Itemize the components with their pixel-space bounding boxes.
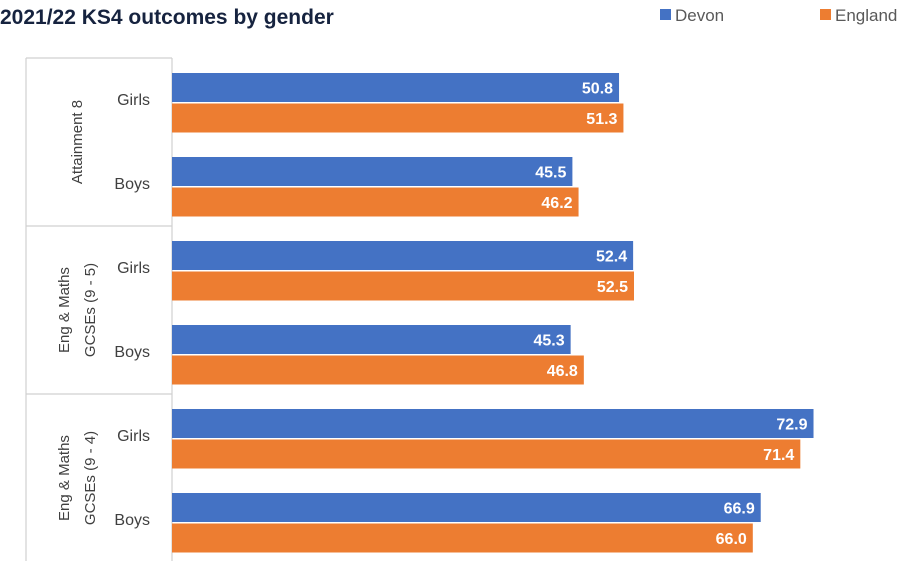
data-label-devon: 50.8 (582, 81, 613, 98)
legend-swatch-devon (660, 9, 671, 20)
legend-label-england: England (835, 6, 897, 25)
chart-title: 2021/22 KS4 outcomes by gender (0, 6, 334, 29)
bar-devon (172, 157, 573, 186)
data-label-england: 52.5 (597, 279, 628, 296)
data-label-england: 71.4 (763, 447, 794, 464)
bar-england (172, 523, 753, 553)
category-label-girls: Girls (117, 260, 150, 277)
data-label-devon: 66.9 (724, 501, 755, 518)
bar-england (172, 439, 801, 469)
bars: 50.8 51.3 45.5 46.2 52.4 52.5 45.3 46.8 72.9 71.4… (172, 73, 814, 553)
bar-england (172, 355, 584, 385)
group-label-2-line-0: Eng & Maths (56, 435, 73, 521)
category-label-boys: Boys (114, 344, 150, 361)
bar-england (172, 187, 579, 217)
category-label-girls: Girls (117, 428, 150, 445)
data-label-england: 46.2 (541, 195, 572, 212)
data-label-devon: 52.4 (596, 249, 627, 266)
group-label-1-line-0: Eng & Maths (56, 267, 73, 353)
group-label-2-line-1: GCSEs (9 - 4) (82, 431, 99, 525)
axes: Attainment 8 Girls Boys Eng & Maths GCSEs (9… (25, 57, 173, 561)
category-label-boys: Boys (114, 512, 150, 529)
category-label-boys: Boys (114, 176, 150, 193)
legend-swatch-england (820, 9, 831, 20)
data-label-england: 46.8 (547, 363, 578, 380)
bar-england (172, 103, 624, 133)
data-label-england: 51.3 (586, 111, 617, 128)
bar-devon (172, 409, 814, 438)
group-label-1-line-1: GCSEs (9 - 5) (82, 263, 99, 357)
data-label-devon: 45.5 (535, 165, 566, 182)
legend: Devon England (660, 6, 897, 25)
bar-devon (172, 325, 571, 354)
category-label-girls: Girls (117, 92, 150, 109)
bar-devon (172, 241, 634, 270)
data-label-devon: 72.9 (776, 417, 807, 434)
group-label-0-line-0: Attainment 8 (69, 100, 86, 184)
data-label-england: 66.0 (716, 531, 747, 548)
bar-devon (172, 493, 761, 522)
bar-england (172, 271, 634, 301)
bar-devon (172, 73, 620, 102)
data-label-devon: 45.3 (533, 333, 564, 350)
legend-label-devon: Devon (675, 6, 724, 25)
